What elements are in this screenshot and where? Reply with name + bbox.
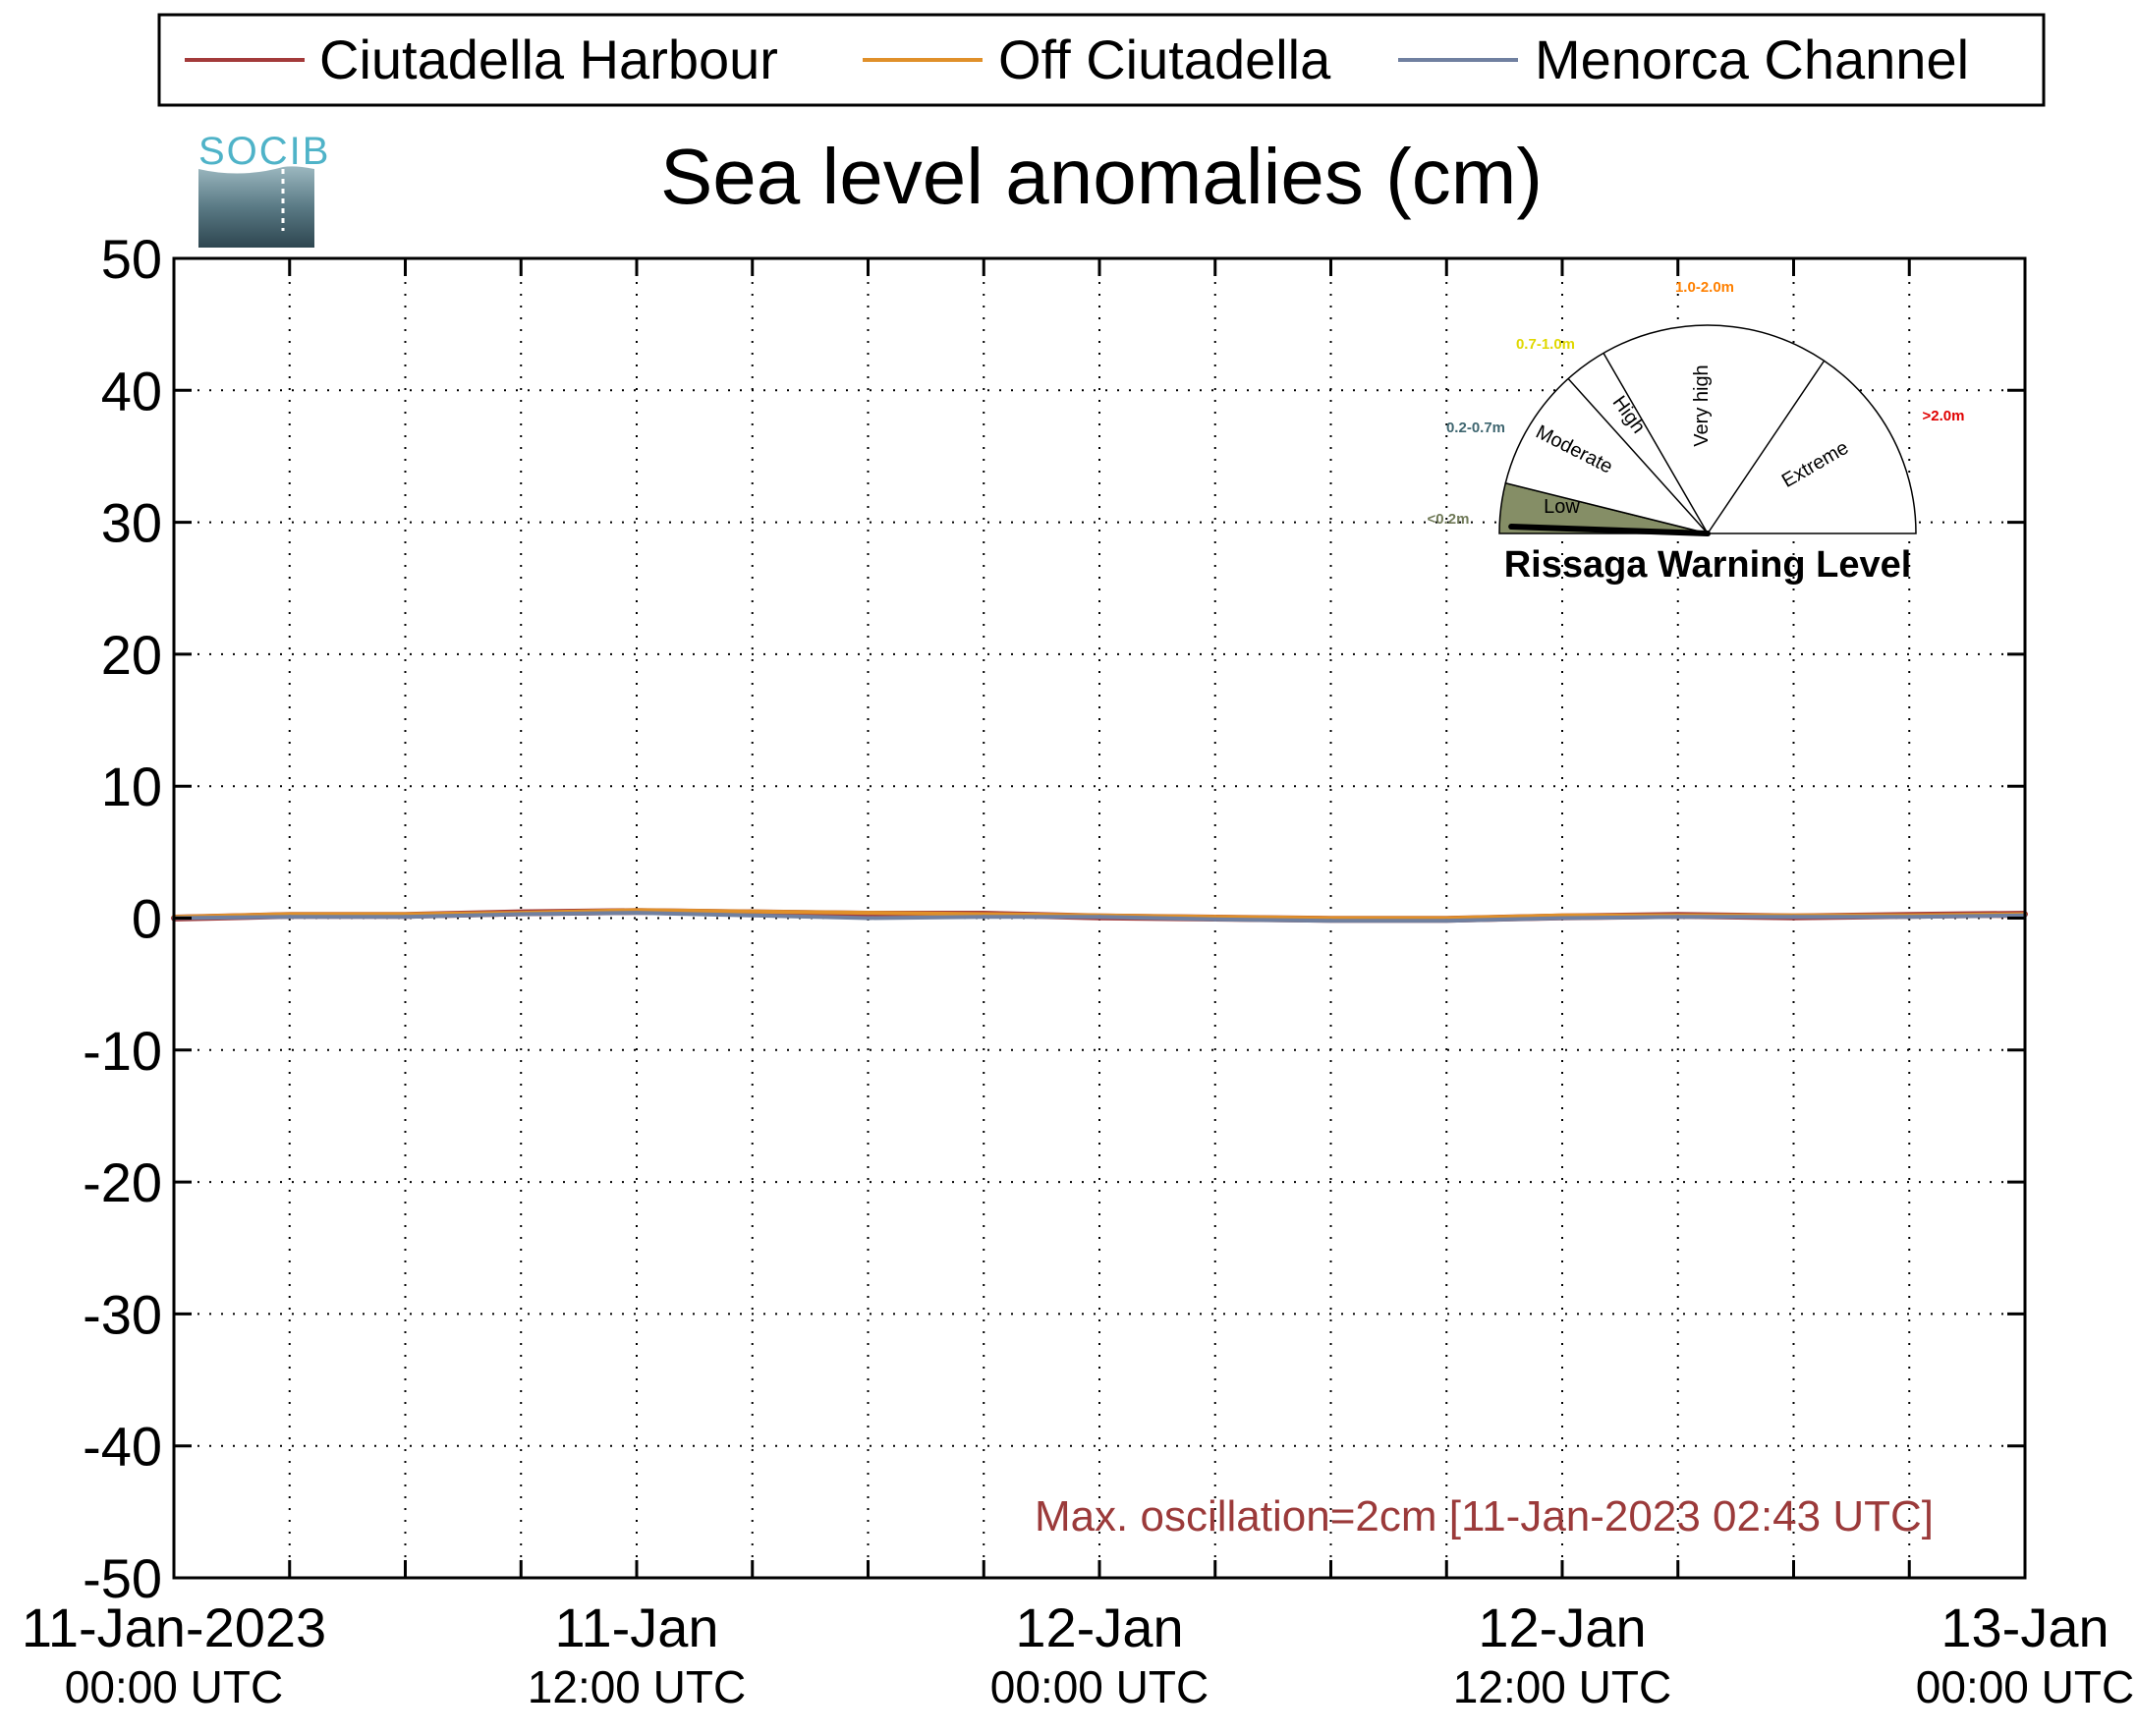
gridlines: [174, 258, 2025, 1578]
series-point: [519, 912, 524, 917]
series-point: [1097, 915, 1101, 920]
y-axis: 50 40 30 20 10 0 -10 -20 -30 -40 -50: [83, 228, 2025, 1609]
x-tick-label-time: 00:00 UTC: [990, 1661, 1209, 1712]
gauge-needle: [1508, 524, 1711, 536]
x-tick-label-date: 12-Jan: [1015, 1596, 1183, 1658]
max-oscillation-annotation: Max. oscillation=2cm [11-Jan-2023 02:43 …: [1035, 1492, 1934, 1540]
series-point: [1560, 916, 1564, 921]
y-tick-label: 30: [101, 492, 162, 554]
series-point: [750, 913, 755, 918]
legend-label-off-ciutadella: Off Ciutadella: [998, 28, 1331, 90]
socib-logo-wave: [198, 166, 314, 248]
series-point: [1328, 919, 1333, 924]
socib-logo: SOCIB: [198, 130, 330, 248]
series-point: [1791, 915, 1796, 920]
series-point: [1907, 915, 1912, 920]
gauge-divider: [1567, 377, 1709, 534]
series-point: [866, 916, 871, 921]
socib-logo-text: SOCIB: [198, 130, 330, 173]
series-point: [287, 915, 292, 920]
y-tick-label: 0: [132, 888, 162, 950]
x-tick-label-time: 12:00 UTC: [528, 1661, 746, 1712]
y-tick-label: -30: [83, 1283, 162, 1345]
y-tick-label: 10: [101, 756, 162, 817]
series-point: [1444, 919, 1449, 924]
gauge-divider: [1707, 360, 1826, 534]
gauge-range-label: >2.0m: [1923, 408, 1965, 424]
gauge-range-label: 0.7-1.0m: [1516, 336, 1575, 353]
x-tick-label-time: 00:00 UTC: [65, 1661, 283, 1712]
legend-label-ciutadella-harbour: Ciutadella Harbour: [319, 28, 778, 90]
gauge-sector-label: Very high: [1691, 364, 1713, 446]
gauge-range-label: 1.0-2.0m: [1675, 279, 1734, 296]
x-tick-label-date: 11-Jan: [554, 1596, 718, 1658]
gauge-range-label: <0.2m: [1428, 511, 1470, 528]
gauge-title: Rissaga Warning Level: [1504, 544, 1912, 586]
chart-title: Sea level anomalies (cm): [660, 133, 1543, 220]
y-tick-label: 20: [101, 624, 162, 686]
series-point: [866, 911, 871, 916]
legend-box: [157, 13, 2046, 107]
x-tick-label-date: 13-Jan: [1940, 1596, 2109, 1658]
x-tick-label-time: 00:00 UTC: [1916, 1661, 2134, 1712]
legend: Ciutadella Harbour Off Ciutadella Menorc…: [157, 13, 2046, 107]
series-point: [982, 915, 986, 920]
gauge-range-label: 0.2-0.7m: [1446, 420, 1505, 436]
y-tick-label: 50: [101, 228, 162, 290]
series-point: [635, 911, 639, 916]
legend-label-menorca-channel: Menorca Channel: [1535, 28, 1969, 90]
y-tick-label: 40: [101, 360, 162, 421]
series-point: [1212, 917, 1217, 922]
series-point: [1675, 915, 1680, 920]
y-tick-label: -40: [83, 1416, 162, 1478]
gauge-divider: [1603, 353, 1709, 534]
series-point: [403, 915, 408, 920]
y-tick-label: -20: [83, 1151, 162, 1213]
y-tick-label: -10: [83, 1020, 162, 1082]
x-tick-label-date: 12-Jan: [1478, 1596, 1646, 1658]
x-tick-label-time: 12:00 UTC: [1453, 1661, 1671, 1712]
series-point: [750, 909, 755, 914]
x-tick-label-date: 11-Jan-2023: [22, 1596, 326, 1658]
gauge-sector-label: Low: [1544, 496, 1580, 518]
y-tick-label: -50: [83, 1547, 162, 1609]
